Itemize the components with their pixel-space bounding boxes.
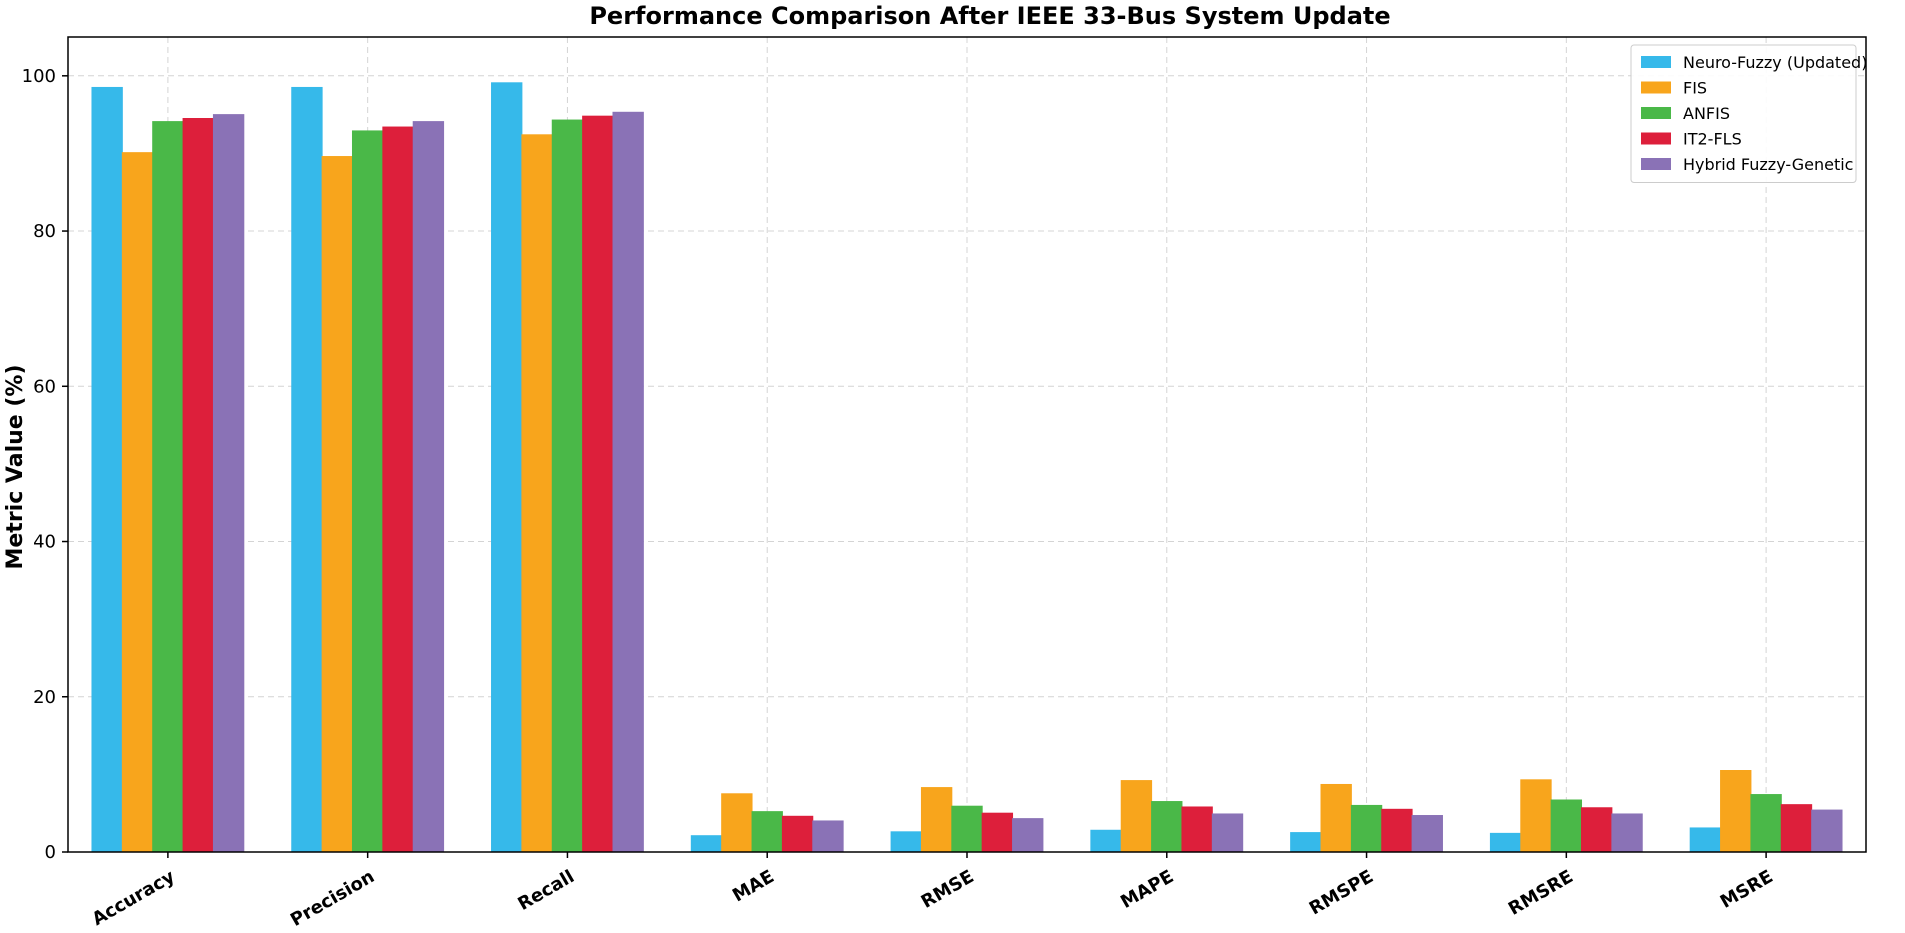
x-tick-label: MSRE <box>1717 866 1777 913</box>
bar-mape-series-2 <box>1151 801 1183 853</box>
legend: Neuro-Fuzzy (Updated) FIS ANFIS IT2-FLS Hybr… <box>1630 44 1867 183</box>
bar-mae-series-3 <box>781 815 814 853</box>
bar-rmspe-series-1 <box>1320 783 1352 853</box>
legend-label: Neuro-Fuzzy (Updated) <box>1683 53 1867 72</box>
bars-layer <box>91 82 1843 853</box>
y-tick-label: 20 <box>33 687 56 708</box>
bar-rmspe-series-0 <box>1290 832 1322 853</box>
bar-accuracy-series-3 <box>182 118 214 853</box>
legend-swatch <box>1641 81 1671 94</box>
legend-label: ANFIS <box>1683 104 1730 123</box>
bar-precision-series-1 <box>321 156 353 853</box>
legend-swatch <box>1641 158 1671 170</box>
bar-msre-series-2 <box>1750 794 1782 853</box>
bar-rmspe-series-2 <box>1350 804 1383 853</box>
bar-rmspe-series-4 <box>1411 815 1443 853</box>
bar-rmsre-series-3 <box>1581 807 1613 853</box>
x-tick-label: Accuracy <box>89 866 179 930</box>
bar-mae-series-4 <box>812 820 844 853</box>
bar-mae-series-2 <box>751 811 783 853</box>
bar-rmse-series-4 <box>1012 818 1044 853</box>
bar-precision-series-2 <box>351 130 384 853</box>
x-tick-label: MAPE <box>1117 866 1177 913</box>
legend-swatch <box>1641 107 1671 119</box>
legend-box <box>1630 44 1857 183</box>
y-tick-label: 0 <box>45 842 56 863</box>
legend-label: Hybrid Fuzzy-Genetic <box>1683 155 1853 174</box>
legend-label: FIS <box>1683 79 1707 98</box>
bar-rmsre-series-4 <box>1611 813 1643 853</box>
bar-rmse-series-1 <box>920 787 953 853</box>
legend-swatch <box>1641 132 1671 145</box>
bar-msre-series-0 <box>1689 827 1722 853</box>
bar-rmse-series-0 <box>890 831 922 853</box>
bar-rmse-series-3 <box>981 812 1014 853</box>
bar-accuracy-series-4 <box>212 114 245 853</box>
bar-recall-series-0 <box>491 82 523 853</box>
bar-msre-series-3 <box>1780 804 1813 853</box>
bar-precision-series-4 <box>412 121 445 853</box>
bar-rmspe-series-3 <box>1381 808 1413 853</box>
y-tick-label: 100 <box>22 66 56 87</box>
bar-recall-series-2 <box>551 119 584 853</box>
x-tick-label: Precision <box>287 866 378 931</box>
bar-msre-series-4 <box>1811 809 1843 853</box>
bar-rmsre-series-0 <box>1489 832 1522 853</box>
bar-precision-series-0 <box>291 86 323 853</box>
bar-recall-series-3 <box>582 115 614 853</box>
bar-mae-series-1 <box>721 793 753 853</box>
bar-accuracy-series-2 <box>152 121 184 853</box>
legend-label: IT2-FLS <box>1683 130 1742 149</box>
bar-mape-series-3 <box>1181 806 1213 853</box>
bar-rmse-series-2 <box>951 805 983 853</box>
bar-precision-series-3 <box>382 126 414 853</box>
x-tick-label: Recall <box>514 866 578 915</box>
bar-mape-series-4 <box>1211 813 1244 853</box>
bar-accuracy-series-0 <box>91 86 123 853</box>
bar-mae-series-0 <box>690 835 723 853</box>
y-axis-label: Metric Value (%) <box>3 364 28 569</box>
y-tick-label: 80 <box>33 221 56 242</box>
bar-rmsre-series-2 <box>1550 799 1583 853</box>
bar-accuracy-series-1 <box>121 152 154 853</box>
bar-recall-series-4 <box>612 111 644 853</box>
legend-swatch <box>1641 56 1671 68</box>
y-tick-label: 60 <box>33 376 56 397</box>
bar-mape-series-1 <box>1120 780 1153 853</box>
bar-msre-series-1 <box>1720 770 1752 853</box>
x-tick-label: RMSE <box>918 866 978 913</box>
bar-recall-series-1 <box>521 134 553 853</box>
y-tick-label: 40 <box>33 532 56 553</box>
x-tick-label: RMSPE <box>1306 866 1377 919</box>
chart-title: Performance Comparison After IEEE 33-Bus… <box>589 2 1390 30</box>
bar-mape-series-0 <box>1090 829 1122 853</box>
x-tick-label: RMSRE <box>1505 866 1577 920</box>
x-tick-label: MAE <box>729 866 778 906</box>
bar-rmsre-series-1 <box>1520 779 1552 853</box>
